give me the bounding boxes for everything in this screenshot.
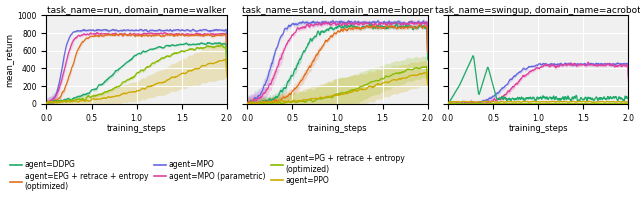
Title: task_name=run, domain_name=walker: task_name=run, domain_name=walker	[47, 6, 226, 15]
X-axis label: training_steps: training_steps	[308, 124, 367, 133]
X-axis label: training_steps: training_steps	[107, 124, 166, 133]
Title: task_name=swingup, domain_name=acrobot: task_name=swingup, domain_name=acrobot	[435, 6, 640, 15]
Legend: agent=DDPG, agent=EPG + retrace + entropy
(optimized), agent=MPO, agent=MPO (par: agent=DDPG, agent=EPG + retrace + entrop…	[7, 151, 408, 194]
X-axis label: training_steps: training_steps	[508, 124, 568, 133]
Y-axis label: mean_return: mean_return	[6, 32, 15, 87]
Title: task_name=stand, domain_name=hopper: task_name=stand, domain_name=hopper	[242, 6, 433, 15]
